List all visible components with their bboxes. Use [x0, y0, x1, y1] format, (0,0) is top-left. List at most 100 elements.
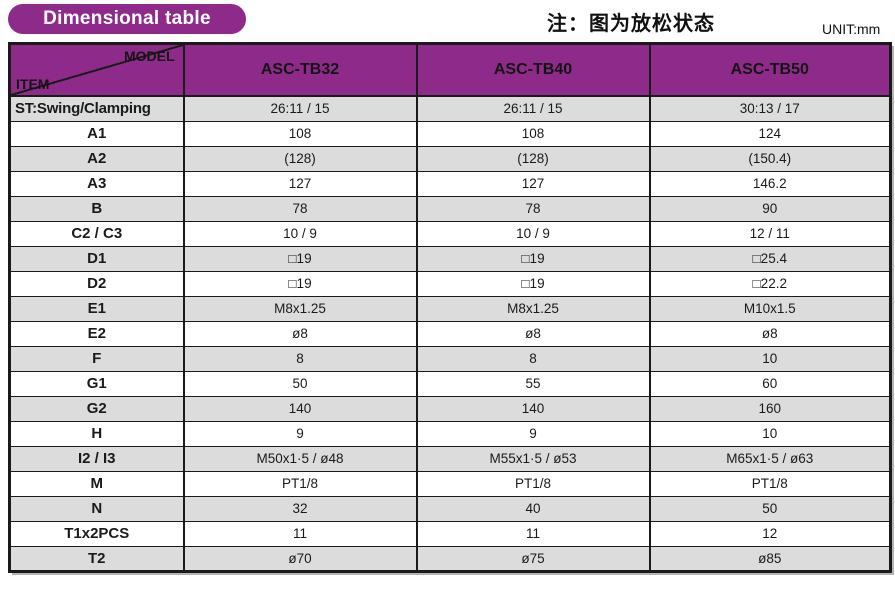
column-header-asc-tb32: ASC-TB32	[182, 43, 418, 97]
value-cell: (128)	[415, 145, 651, 172]
value-cell: 10	[648, 345, 892, 372]
table-row: A2 (128) (128) (150.4)	[8, 145, 892, 172]
header-row: MODEL ITEM ASC-TB32 ASC-TB40 ASC-TB50	[8, 43, 892, 97]
value-cell: 146.2	[648, 170, 892, 197]
table-row: T1x2PCS 11 11 12	[8, 520, 892, 547]
value-cell: 60	[648, 370, 892, 397]
value-cell: □19	[182, 270, 418, 297]
item-label: N	[8, 495, 185, 522]
value-cell: ø75	[415, 545, 651, 572]
value-cell: 127	[182, 170, 418, 197]
item-label: T2	[8, 545, 185, 572]
table-row: I2 / I3 M50x1·5 / ø48 M55x1·5 / ø53 M65x1·5…	[8, 445, 892, 472]
value-cell: 108	[182, 120, 418, 147]
value-cell: 30:13 / 17	[648, 95, 892, 122]
diagonal-divider: MODEL ITEM	[11, 45, 182, 95]
value-cell: □19	[415, 245, 651, 272]
item-label: A2	[8, 145, 185, 172]
value-cell: □19	[182, 245, 418, 272]
column-header-asc-tb50: ASC-TB50	[648, 43, 892, 97]
table-row: H 9 9 10	[8, 420, 892, 447]
table-row: D2 □19 □19 □22.2	[8, 270, 892, 297]
value-cell: 127	[415, 170, 651, 197]
value-cell: (150.4)	[648, 145, 892, 172]
value-cell: □22.2	[648, 270, 892, 297]
value-cell: 12	[648, 520, 892, 547]
value-cell: 124	[648, 120, 892, 147]
item-label: F	[8, 345, 185, 372]
item-label: M	[8, 470, 185, 497]
table-header: MODEL ITEM ASC-TB32 ASC-TB40 ASC-TB50	[8, 43, 892, 97]
value-cell: 140	[182, 395, 418, 422]
table-row: E2 ø8 ø8 ø8	[8, 320, 892, 347]
value-cell: 78	[415, 195, 651, 222]
item-label: E2	[8, 320, 185, 347]
value-cell: M8x1.25	[182, 295, 418, 322]
item-label: E1	[8, 295, 185, 322]
item-label: T1x2PCS	[8, 520, 185, 547]
value-cell: ø8	[415, 320, 651, 347]
value-cell: M10x1.5	[648, 295, 892, 322]
value-cell: M65x1·5 / ø63	[648, 445, 892, 472]
model-corner-label: MODEL	[123, 48, 175, 64]
table-row: A1 108 108 124	[8, 120, 892, 147]
value-cell: PT1/8	[648, 470, 892, 497]
value-cell: 50	[182, 370, 418, 397]
value-cell: 9	[415, 420, 651, 447]
dimensional-table: MODEL ITEM ASC-TB32 ASC-TB40 ASC-TB50 ST…	[8, 42, 892, 573]
value-cell: 10	[648, 420, 892, 447]
value-cell: ø70	[182, 545, 418, 572]
table-row: N 32 40 50	[8, 495, 892, 522]
unit-label: UNIT:mm	[822, 21, 881, 37]
note-text: 注：图为放松状态	[547, 13, 715, 35]
value-cell: 90	[648, 195, 892, 222]
item-label: D2	[8, 270, 185, 297]
table-row: M PT1/8 PT1/8 PT1/8	[8, 470, 892, 497]
value-cell: 8	[182, 345, 418, 372]
table-row: T2 ø70 ø75 ø85	[8, 545, 892, 572]
value-cell: 78	[182, 195, 418, 222]
item-label: H	[8, 420, 185, 447]
value-cell: 9	[182, 420, 418, 447]
value-cell: M55x1·5 / ø53	[415, 445, 651, 472]
table-row: ST:Swing/Clamping 26:11 / 15 26:11 / 15 30:…	[8, 95, 892, 122]
value-cell: ø8	[182, 320, 418, 347]
value-cell: 12 / 11	[648, 220, 892, 247]
value-cell: 26:11 / 15	[415, 95, 651, 122]
value-cell: 32	[182, 495, 418, 522]
table-row: B 78 78 90	[8, 195, 892, 222]
item-label: B	[8, 195, 185, 222]
value-cell: 160	[648, 395, 892, 422]
table-row: F 8 8 10	[8, 345, 892, 372]
value-cell: M50x1·5 / ø48	[182, 445, 418, 472]
table-body: ST:Swing/Clamping 26:11 / 15 26:11 / 15 30:…	[8, 95, 892, 572]
item-label: A3	[8, 170, 185, 197]
value-cell: 10 / 9	[415, 220, 651, 247]
value-cell: M8x1.25	[415, 295, 651, 322]
item-label: I2 / I3	[8, 445, 185, 472]
item-label: G2	[8, 395, 185, 422]
table-row: D1 □19 □19 □25.4	[8, 245, 892, 272]
corner-cell: MODEL ITEM	[8, 43, 185, 97]
value-cell: □19	[415, 270, 651, 297]
table-row: G1 50 55 60	[8, 370, 892, 397]
table-row: A3 127 127 146.2	[8, 170, 892, 197]
item-label: C2 / C3	[8, 220, 185, 247]
table-row: E1 M8x1.25 M8x1.25 M10x1.5	[8, 295, 892, 322]
value-cell: 55	[415, 370, 651, 397]
value-cell: (128)	[182, 145, 418, 172]
value-cell: ø85	[648, 545, 892, 572]
table-row: G2 140 140 160	[8, 395, 892, 422]
item-label: G1	[8, 370, 185, 397]
item-label: ST:Swing/Clamping	[8, 95, 185, 122]
value-cell: ø8	[648, 320, 892, 347]
value-cell: 8	[415, 345, 651, 372]
dimensional-table-badge: Dimensional table	[8, 4, 246, 34]
value-cell: □25.4	[648, 245, 892, 272]
table-row: C2 / C3 10 / 9 10 / 9 12 / 11	[8, 220, 892, 247]
value-cell: 11	[415, 520, 651, 547]
value-cell: 11	[182, 520, 418, 547]
column-header-asc-tb40: ASC-TB40	[415, 43, 651, 97]
value-cell: 140	[415, 395, 651, 422]
